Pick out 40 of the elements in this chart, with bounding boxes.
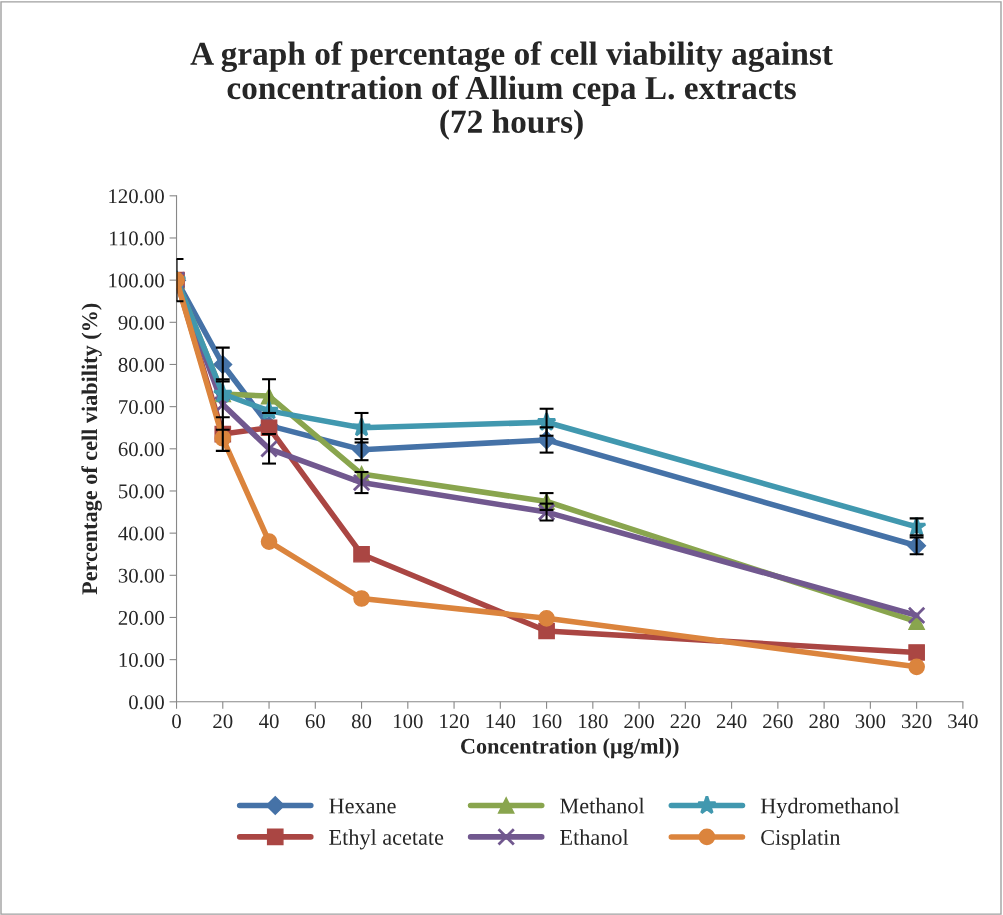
y-axis-title: Percentage of cell viability (%) bbox=[81, 303, 102, 595]
legend-label: Ethyl acetate bbox=[329, 829, 444, 850]
x-tick-label: 40 bbox=[259, 714, 279, 729]
x-tick-label: 60 bbox=[305, 714, 325, 729]
y-tick-label: 10.00 bbox=[119, 653, 164, 668]
legend-label: Hydromethanol bbox=[760, 797, 900, 819]
chart-title: A graph of percentage of cell viability against concentration of Allium cepa L. extracts (72 hours) bbox=[190, 41, 833, 140]
x-tick-label: 260 bbox=[763, 714, 793, 729]
x-tick-label: 80 bbox=[351, 714, 372, 729]
y-tick-label: 20.00 bbox=[118, 610, 164, 625]
x-tick-label: 320 bbox=[902, 714, 932, 729]
x-tick-label: 120 bbox=[440, 714, 469, 729]
x-tick-label: 160 bbox=[532, 714, 562, 729]
x-axis-title: Concentration (µg/ml)) bbox=[461, 738, 679, 759]
y-tick-label: 100.00 bbox=[109, 273, 164, 288]
y-tick-label: 110.00 bbox=[110, 231, 164, 246]
x-tick-label: 220 bbox=[670, 714, 701, 729]
x-tick-label: 20 bbox=[213, 714, 233, 729]
legend-label: Ethanol bbox=[560, 829, 629, 845]
y-tick-label: 0.00 bbox=[129, 695, 164, 710]
x-tick-label: 200 bbox=[624, 714, 654, 729]
y-tick-label: 120.00 bbox=[109, 189, 164, 204]
y-tick-label: 70.00 bbox=[119, 400, 164, 415]
x-tick-label: 100 bbox=[394, 714, 423, 729]
x-tick-label: 180 bbox=[579, 714, 608, 729]
legend-label: Methanol bbox=[560, 797, 645, 814]
x-tick-label: 240 bbox=[716, 714, 747, 729]
legend-label: Hexane bbox=[329, 798, 396, 814]
y-tick-label: 60.00 bbox=[118, 442, 164, 457]
y-tick-label: 90.00 bbox=[118, 315, 164, 330]
x-tick-label: 300 bbox=[855, 714, 886, 729]
x-tick-label: 140 bbox=[486, 714, 516, 729]
legend-label: Cisplatin bbox=[761, 829, 841, 850]
x-tick-label: 0 bbox=[172, 714, 181, 729]
y-tick-label: 80.00 bbox=[118, 357, 164, 372]
x-tick-label: 340 bbox=[948, 714, 978, 729]
y-tick-label: 50.00 bbox=[119, 484, 164, 499]
y-tick-label: 30.00 bbox=[118, 568, 164, 583]
y-tick-label: 40.00 bbox=[118, 526, 164, 541]
x-tick-label: 280 bbox=[809, 714, 839, 729]
